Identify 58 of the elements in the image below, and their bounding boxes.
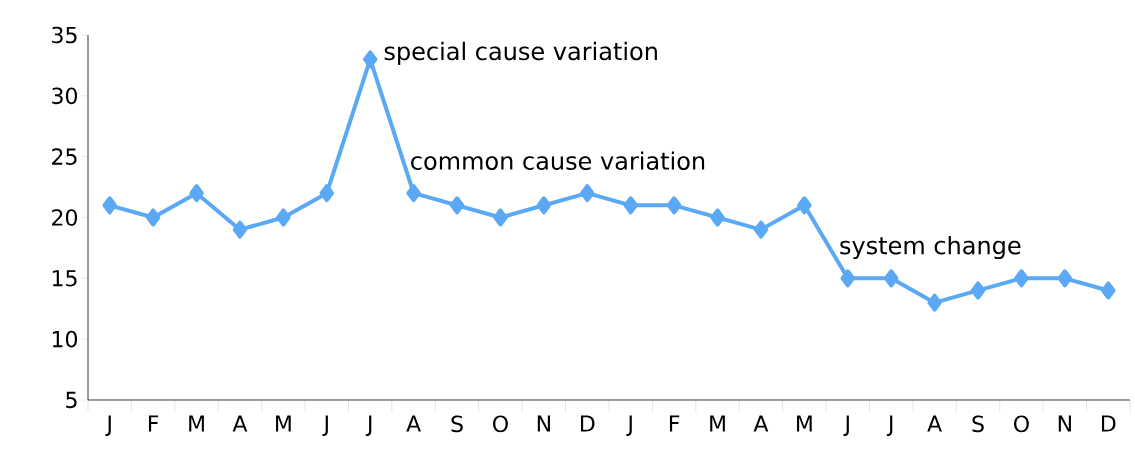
x-tick-label: S bbox=[451, 415, 463, 433]
y-tick-label: 30 bbox=[52, 87, 78, 105]
point bbox=[406, 184, 421, 203]
y-tick-label: 20 bbox=[52, 209, 78, 226]
point bbox=[102, 196, 117, 215]
x-tick-label: F bbox=[669, 415, 680, 432]
x-tick-label: M bbox=[276, 415, 291, 432]
point bbox=[927, 293, 942, 312]
point bbox=[623, 196, 638, 215]
point bbox=[362, 50, 378, 69]
x-tick-label: F bbox=[148, 415, 159, 432]
point bbox=[753, 220, 769, 239]
x-tick-label: D bbox=[1101, 415, 1116, 432]
x-tick-label: M bbox=[797, 415, 812, 432]
point bbox=[232, 220, 248, 239]
point bbox=[797, 196, 812, 215]
annotation: special cause variation bbox=[384, 41, 657, 65]
point bbox=[970, 281, 986, 300]
point bbox=[580, 184, 595, 203]
x-tick-label: A bbox=[927, 415, 942, 432]
x-tick-label: J bbox=[886, 415, 893, 436]
point bbox=[145, 208, 161, 227]
point bbox=[1014, 269, 1029, 288]
point bbox=[710, 208, 725, 227]
point bbox=[493, 208, 508, 227]
point bbox=[449, 196, 465, 215]
x-tick-label: D bbox=[580, 415, 595, 432]
y-tick-label: 5 bbox=[66, 391, 77, 409]
annotation: system change bbox=[840, 235, 1021, 260]
x-tick-label: N bbox=[1058, 415, 1071, 432]
x-tick-label: M bbox=[189, 415, 204, 432]
x-tick-label: M bbox=[710, 415, 725, 432]
point bbox=[883, 269, 899, 288]
point bbox=[1057, 269, 1073, 288]
x-tick-label: S bbox=[972, 415, 984, 433]
y-tick-label: 25 bbox=[52, 148, 77, 165]
point bbox=[536, 196, 552, 215]
x-tick-label: A bbox=[232, 415, 248, 432]
x-tick-label: N bbox=[537, 415, 550, 432]
y-tick-label: 35 bbox=[52, 26, 77, 44]
y-tick-label: 10 bbox=[52, 330, 78, 348]
x-tick-label: J bbox=[322, 415, 328, 436]
point bbox=[189, 184, 204, 203]
x-tick-label: A bbox=[406, 415, 421, 432]
point bbox=[276, 208, 291, 227]
x-tick-label: J bbox=[843, 415, 849, 436]
x-tick-label: A bbox=[753, 415, 769, 432]
x-tick-label: O bbox=[1014, 415, 1029, 433]
x-tick-label: O bbox=[493, 415, 508, 433]
x-tick-label: J bbox=[365, 415, 372, 436]
y-tick-label: 15 bbox=[52, 270, 77, 287]
point bbox=[840, 269, 856, 288]
point bbox=[1101, 281, 1116, 300]
point bbox=[319, 184, 335, 203]
x-tick-label: J bbox=[626, 415, 632, 436]
x-tick-label: J bbox=[105, 415, 111, 436]
annotation: common cause variation bbox=[411, 151, 705, 170]
point bbox=[666, 196, 682, 215]
